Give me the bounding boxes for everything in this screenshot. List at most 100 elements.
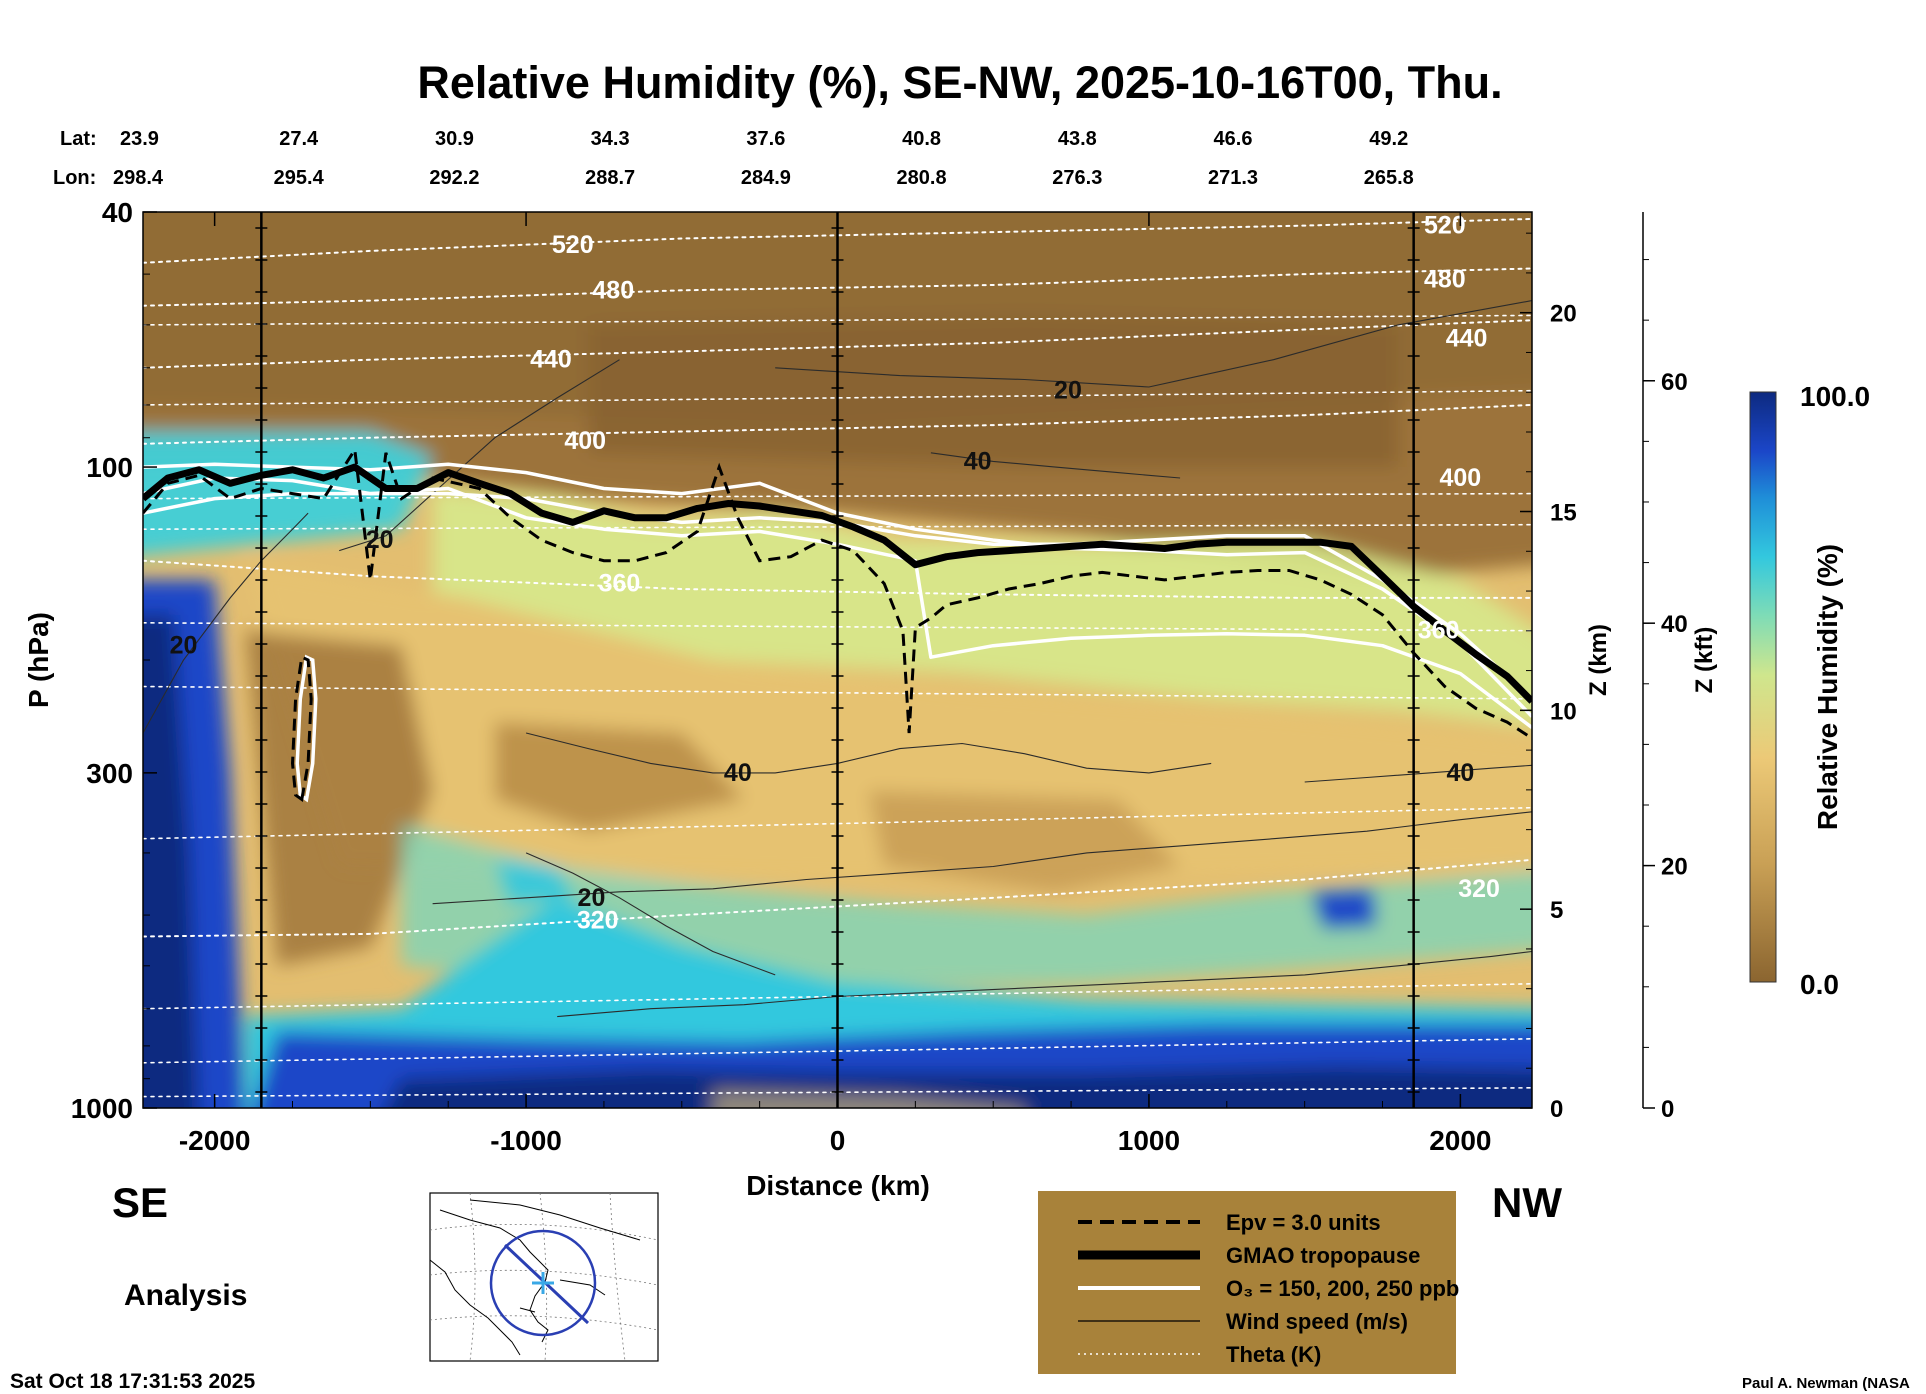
theta-contour-440 — [143, 319, 1532, 369]
rh-region-dry-core — [588, 315, 1399, 468]
z-km-tick-label: 20 — [1550, 301, 1577, 328]
x-axis-label: Distance (km) — [746, 1170, 930, 1201]
theta-contour-minor-4 — [143, 622, 1532, 632]
theta-contour-minor-7 — [143, 983, 1532, 1010]
z-km-tick-label: 10 — [1550, 698, 1577, 725]
x-tick-label: -2000 — [179, 1125, 251, 1156]
z-kft-label: Z (kft) — [1691, 627, 1718, 694]
map-grid-lines — [430, 1193, 658, 1361]
lat-label: Lat: — [60, 128, 97, 150]
legend-label-thin-black: Wind speed (m/s) — [1226, 1309, 1408, 1334]
credit: Paul A. Newman (NASA — [1742, 1375, 1910, 1392]
contour-labels: 5204804404003603205204804404003603202020… — [170, 212, 1500, 935]
theta-contour-400 — [143, 403, 1532, 445]
wind-contour-2 — [775, 300, 1532, 388]
lon-value: 271.3 — [1208, 167, 1258, 189]
timestamp: Sat Oct 18 17:31:53 2025 — [10, 1370, 255, 1393]
z-kft-tick-label: 20 — [1661, 854, 1688, 881]
lon-value: 288.7 — [585, 167, 635, 189]
rh-region-surface-dry — [712, 1090, 1025, 1108]
wind-label-6: 20 — [578, 884, 606, 912]
theta-contour-minor-5 — [143, 685, 1532, 700]
theta-label-right-480: 480 — [1424, 266, 1466, 294]
colorbar-title: Relative Humidity (%) — [1812, 544, 1843, 830]
x-tick-label: 2000 — [1429, 1125, 1491, 1156]
x-tick-label: 0 — [830, 1125, 846, 1156]
lon-value: 295.4 — [274, 167, 325, 189]
vertical-reference-lines — [255, 212, 1420, 1108]
ozone-contour-loop — [295, 654, 318, 803]
epv-contour-loop — [290, 655, 313, 802]
rh-region-surface-dark — [385, 1066, 1532, 1108]
lon-value: 280.8 — [897, 167, 947, 189]
analysis-label: Analysis — [124, 1279, 247, 1312]
colorbar-gradient — [1749, 391, 1777, 983]
epv-contour — [143, 445, 1532, 740]
theta-label-480: 480 — [592, 276, 634, 304]
lat-value: 46.6 — [1214, 128, 1253, 150]
lat-value: 23.9 — [120, 128, 159, 150]
lat-lon-rows: Lat: Lon: 23.9 27.4 30.9 34.3 37.6 40.8 43.8 46… — [53, 128, 1414, 189]
rh-region-blob-right — [1310, 888, 1377, 929]
colorbar: 100.0 0.0 Relative Humidity (%) — [1749, 381, 1870, 1000]
rh-region-green-band — [432, 488, 1532, 727]
axes: -2000 -1000 0 1000 2000 40 100 300 1000 0 5 10 15 20 0… — [71, 197, 1688, 1156]
theta-contour-minor-2 — [143, 492, 1532, 500]
p-tick-label: 100 — [86, 452, 133, 483]
theta-label-440: 440 — [530, 346, 572, 374]
y-axis-label: P (hPa) — [23, 612, 54, 708]
legend-label-dashed-black: Epv = 3.0 units — [1226, 1210, 1381, 1235]
epv-contours — [143, 445, 1532, 802]
z-kft-tick-label: 60 — [1661, 369, 1688, 396]
theta-label-360: 360 — [599, 570, 641, 598]
colorbar-min-label: 0.0 — [1800, 969, 1839, 1000]
lat-value: 37.6 — [746, 128, 785, 150]
wind-label-4: 40 — [724, 759, 752, 787]
rh-region-low-cyan — [401, 823, 1532, 989]
theta-label-400: 400 — [564, 427, 606, 455]
theta-label-right-320: 320 — [1458, 875, 1500, 903]
map-center-marker — [532, 1272, 554, 1294]
map-inset — [429, 1192, 659, 1362]
wind-label-2: 20 — [1054, 377, 1082, 405]
legend-label-white: O₃ = 150, 200, 250 ppb — [1226, 1276, 1459, 1301]
wind-label-5: 40 — [1446, 759, 1474, 787]
rh-region-blob-mid — [494, 859, 573, 904]
theta-contour-minor-6 — [143, 806, 1532, 840]
lon-value: 276.3 — [1052, 167, 1102, 189]
lat-value: 49.2 — [1369, 128, 1408, 150]
lat-value: 40.8 — [902, 128, 941, 150]
direction-right-label: NW — [1492, 1179, 1562, 1226]
z-km-tick-label: 5 — [1550, 897, 1563, 924]
lon-value: 298.4 — [113, 167, 164, 189]
theta-label-right-360: 360 — [1418, 617, 1460, 645]
wind-contour-5 — [1304, 764, 1532, 783]
ozone-contour-2 — [143, 476, 1532, 729]
legend-label-dotted-white: Theta (K) — [1226, 1342, 1321, 1367]
wind-contour-4 — [525, 732, 1212, 774]
theta-label-right-400: 400 — [1440, 464, 1482, 492]
theta-contour-minor-0 — [143, 314, 1532, 326]
lon-value: 292.2 — [429, 167, 479, 189]
lon-value: 284.9 — [741, 167, 791, 189]
rh-region-left-core — [143, 614, 199, 1108]
z-km-tick-label: 0 — [1550, 1096, 1563, 1123]
legend-label-thick-black: GMAO tropopause — [1226, 1243, 1420, 1268]
theta-contour-minor-8 — [143, 1038, 1532, 1064]
p-tick-label: 1000 — [71, 1093, 133, 1124]
legend: Epv = 3.0 units GMAO tropopause O₃ = 150, … — [1038, 1191, 1459, 1374]
theta-contour-480 — [143, 267, 1532, 307]
lat-value: 43.8 — [1058, 128, 1097, 150]
z-kft-tick-label: 40 — [1661, 611, 1688, 638]
contour-layers — [143, 212, 1532, 1108]
wind-contour-3 — [930, 452, 1181, 479]
map-track-circle — [489, 1229, 597, 1337]
rh-region-dry-mid — [494, 722, 745, 832]
lat-value: 30.9 — [435, 128, 474, 150]
x-tick-label: 1000 — [1118, 1125, 1180, 1156]
wind-contour-7 — [432, 811, 1532, 905]
lon-label: Lon: — [53, 167, 96, 189]
wind-contour-0 — [143, 512, 309, 734]
theta-contour-minor-3 — [143, 523, 1532, 530]
theta-label-right-520: 520 — [1424, 212, 1466, 240]
